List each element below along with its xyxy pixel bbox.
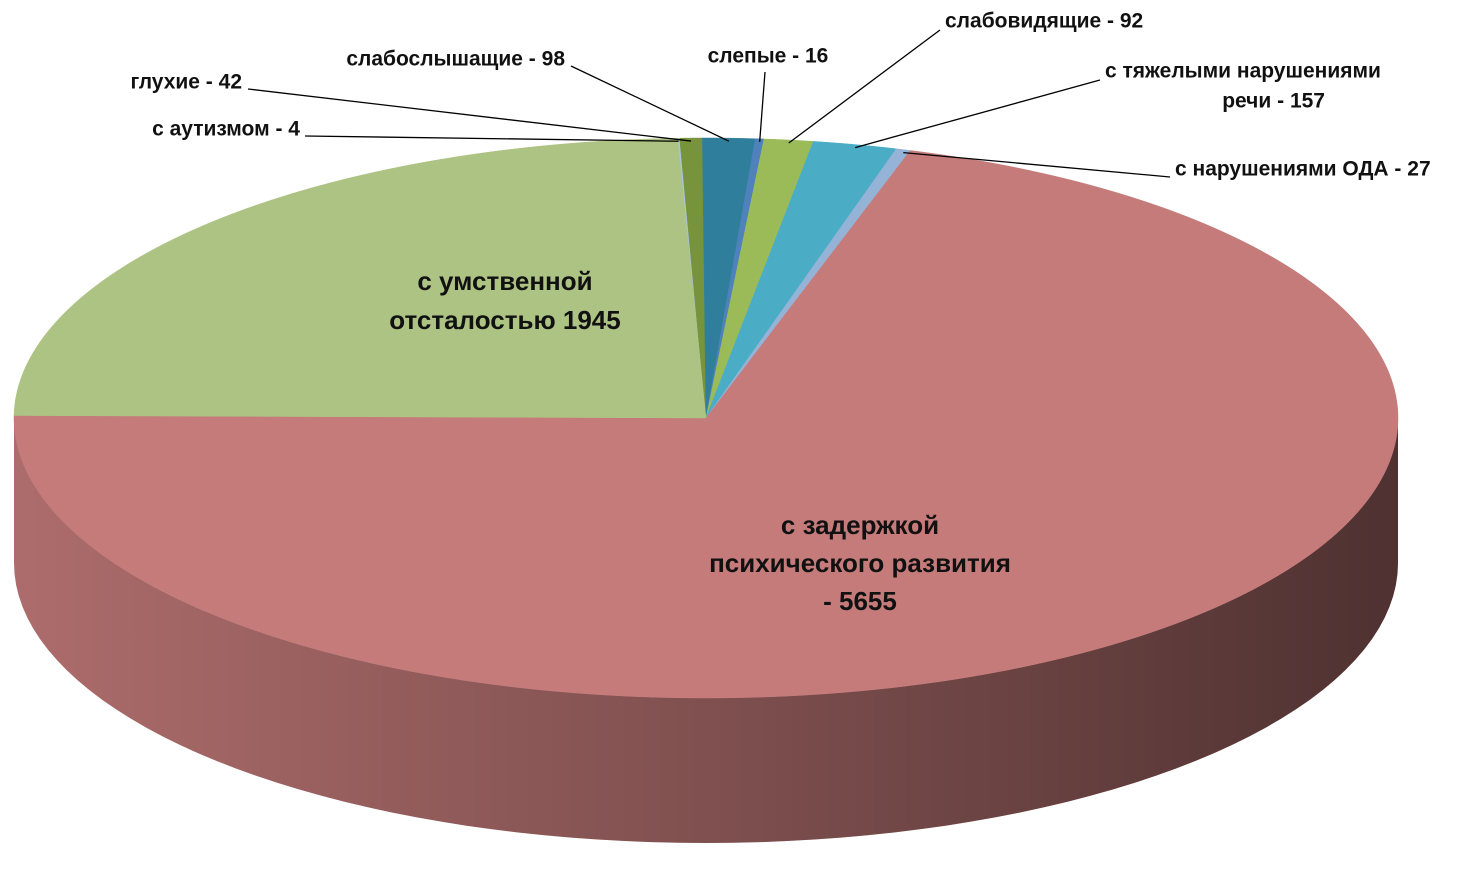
slice-label: с нарушениями ОДА - 27 bbox=[1175, 158, 1431, 181]
leader-line bbox=[304, 135, 679, 142]
slice-label: с умственной bbox=[417, 266, 592, 296]
slice bbox=[705, 141, 897, 419]
slice-label: слабовидящие - 92 bbox=[945, 10, 1143, 33]
side-shade bbox=[14, 418, 1398, 843]
pie-sides bbox=[14, 418, 1398, 843]
leader-line bbox=[788, 29, 941, 144]
labels: с аутизмом - 4 глухие - 42 слабослышащие -… bbox=[130, 10, 1430, 616]
slice bbox=[13, 137, 707, 419]
slice-label: с тяжелыми нарушениями bbox=[1105, 60, 1381, 83]
slice-label: слабослышащие - 98 bbox=[346, 48, 565, 71]
slice-label: речи - 157 bbox=[1222, 90, 1325, 113]
slice-label: слепые - 16 bbox=[708, 45, 829, 68]
slice bbox=[702, 137, 756, 419]
leader-line bbox=[854, 79, 1101, 149]
slice-label: глухие - 42 bbox=[130, 71, 242, 94]
pie-tops bbox=[13, 137, 1399, 699]
slice-label: психического развития bbox=[709, 548, 1011, 578]
leader-line bbox=[759, 71, 766, 142]
leader-line bbox=[570, 65, 730, 142]
slice bbox=[13, 150, 1399, 699]
leader-line bbox=[903, 151, 1171, 178]
slice-label: с аутизмом - 4 bbox=[152, 118, 300, 141]
slice-label: отсталостью 1945 bbox=[389, 305, 620, 335]
leader-line bbox=[247, 88, 692, 142]
slice-label: - 5655 bbox=[823, 586, 897, 616]
slice-label: с задержкой bbox=[781, 510, 939, 540]
